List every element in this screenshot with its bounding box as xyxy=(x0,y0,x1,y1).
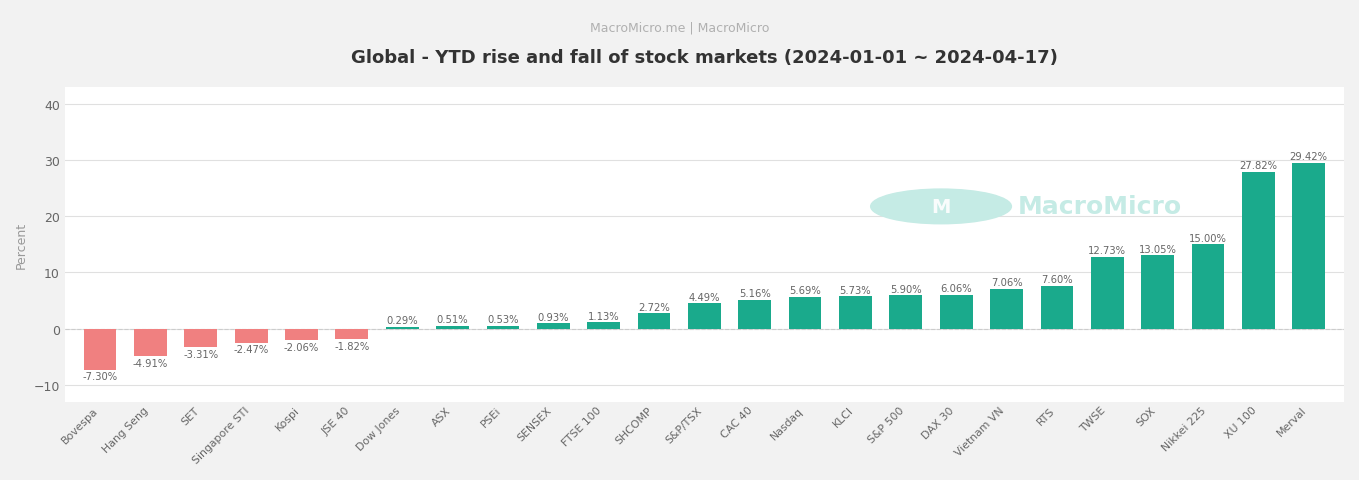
Text: 5.90%: 5.90% xyxy=(890,284,921,294)
Bar xyxy=(1192,245,1224,329)
Text: M: M xyxy=(931,197,951,216)
Text: MacroMicro: MacroMicro xyxy=(1018,195,1182,219)
Text: 0.29%: 0.29% xyxy=(386,316,419,325)
Title: Global - YTD rise and fall of stock markets (2024-01-01 ~ 2024-04-17): Global - YTD rise and fall of stock mark… xyxy=(351,48,1057,67)
Bar xyxy=(688,304,720,329)
Bar xyxy=(1041,286,1074,329)
Bar xyxy=(1242,173,1275,329)
Bar xyxy=(1142,256,1174,329)
Text: 29.42%: 29.42% xyxy=(1290,152,1328,162)
Bar xyxy=(991,289,1023,329)
Text: 15.00%: 15.00% xyxy=(1189,233,1227,243)
Bar xyxy=(738,300,771,329)
Bar xyxy=(537,324,569,329)
Text: MacroMicro.me | MacroMicro: MacroMicro.me | MacroMicro xyxy=(590,22,769,35)
Text: 0.53%: 0.53% xyxy=(487,314,519,324)
Bar xyxy=(1091,257,1124,329)
Bar xyxy=(940,295,973,329)
Bar xyxy=(788,297,821,329)
Text: 7.60%: 7.60% xyxy=(1041,275,1072,285)
Bar xyxy=(436,326,469,329)
Text: 5.73%: 5.73% xyxy=(840,285,871,295)
Bar xyxy=(135,329,167,357)
Bar xyxy=(336,329,368,339)
Text: -7.30%: -7.30% xyxy=(83,372,118,382)
Text: -2.06%: -2.06% xyxy=(284,342,319,352)
Bar xyxy=(185,329,217,348)
Circle shape xyxy=(871,190,1011,224)
Bar xyxy=(386,327,419,329)
Text: 5.16%: 5.16% xyxy=(739,288,771,298)
Text: -3.31%: -3.31% xyxy=(183,349,219,359)
Text: -4.91%: -4.91% xyxy=(133,358,169,368)
Text: -2.47%: -2.47% xyxy=(234,345,269,354)
Bar xyxy=(839,297,872,329)
Bar xyxy=(637,313,670,329)
Text: 5.69%: 5.69% xyxy=(790,285,821,295)
Bar xyxy=(84,329,117,370)
Y-axis label: Percent: Percent xyxy=(15,221,29,268)
Bar xyxy=(1292,164,1325,329)
Text: 0.93%: 0.93% xyxy=(538,312,569,322)
Bar xyxy=(235,329,268,343)
Text: 7.06%: 7.06% xyxy=(991,277,1022,288)
Text: 12.73%: 12.73% xyxy=(1089,246,1127,256)
Text: -1.82%: -1.82% xyxy=(334,341,370,351)
Text: 1.13%: 1.13% xyxy=(588,311,620,321)
Bar xyxy=(285,329,318,340)
Text: 6.06%: 6.06% xyxy=(940,283,972,293)
Text: 0.51%: 0.51% xyxy=(436,314,469,324)
Bar xyxy=(587,323,620,329)
Bar xyxy=(487,326,519,329)
Text: 4.49%: 4.49% xyxy=(689,292,720,302)
Text: 27.82%: 27.82% xyxy=(1239,161,1277,171)
Bar xyxy=(890,296,923,329)
Text: 2.72%: 2.72% xyxy=(639,302,670,312)
Text: 13.05%: 13.05% xyxy=(1139,244,1177,254)
